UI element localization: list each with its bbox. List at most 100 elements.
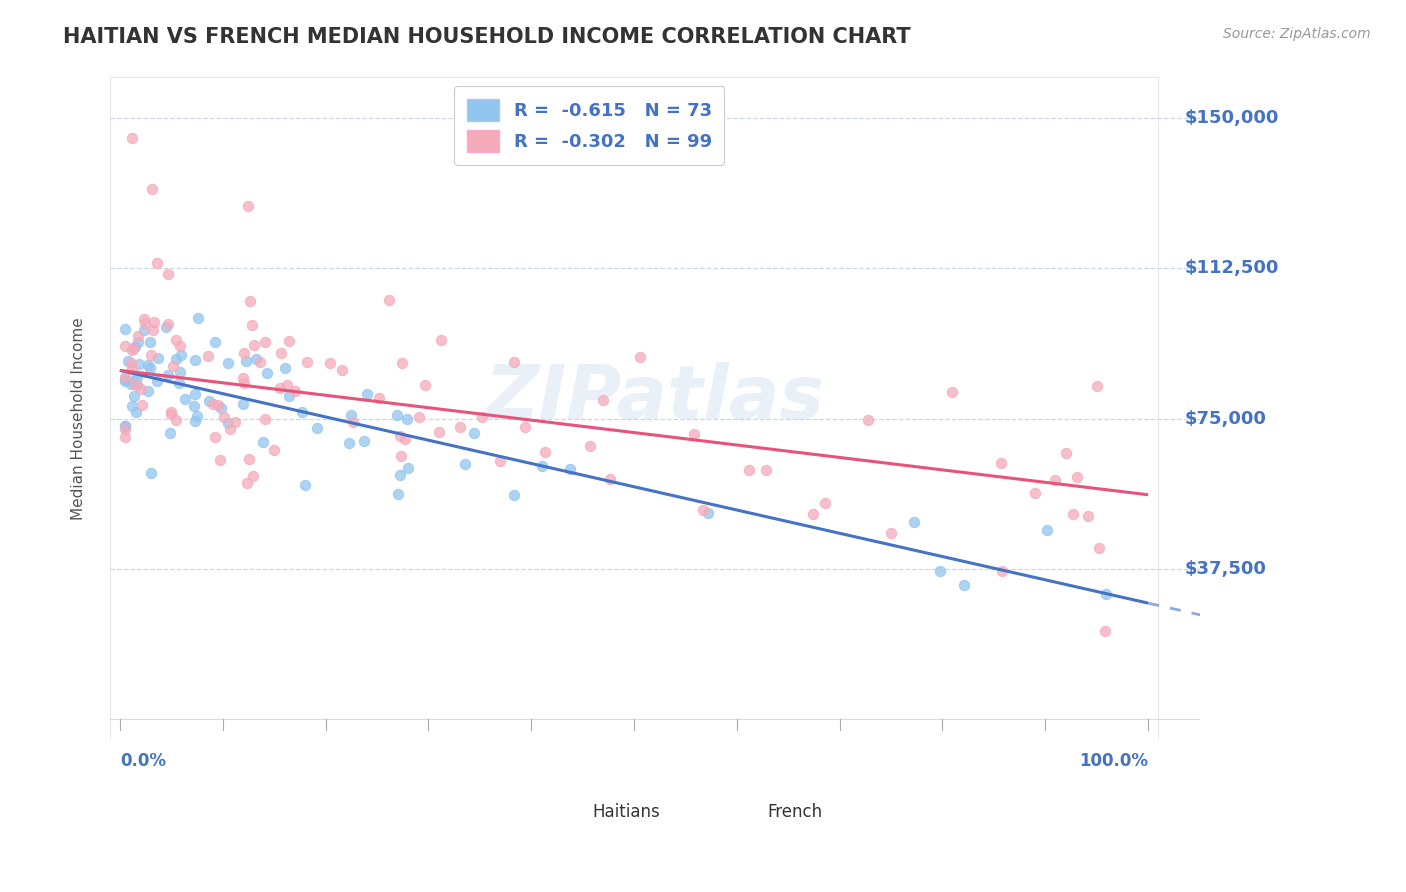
Point bbox=[378, 293, 401, 307]
Point bbox=[114, 369, 136, 384]
Point bbox=[138, 334, 160, 349]
Point bbox=[599, 472, 621, 486]
Point bbox=[235, 354, 257, 368]
Point bbox=[515, 419, 537, 434]
Point bbox=[122, 374, 145, 388]
Text: $37,500: $37,500 bbox=[1184, 560, 1265, 578]
Point bbox=[207, 398, 229, 412]
Point bbox=[278, 389, 301, 403]
Point bbox=[232, 371, 254, 385]
Point bbox=[136, 384, 159, 399]
Point bbox=[291, 405, 314, 419]
Point bbox=[429, 333, 451, 347]
Point bbox=[134, 316, 156, 330]
Point bbox=[122, 341, 145, 355]
Point bbox=[253, 334, 276, 349]
Point bbox=[389, 449, 412, 463]
Point bbox=[1088, 541, 1111, 556]
Point bbox=[385, 408, 408, 422]
Point bbox=[276, 378, 298, 392]
Point bbox=[201, 397, 224, 411]
Point bbox=[1024, 486, 1046, 500]
Point bbox=[127, 329, 149, 343]
Point bbox=[396, 412, 419, 426]
Point bbox=[235, 476, 257, 491]
Point bbox=[169, 339, 191, 353]
Point bbox=[454, 457, 477, 471]
Point bbox=[127, 334, 149, 349]
Point bbox=[141, 182, 163, 196]
Point bbox=[929, 564, 952, 578]
Point bbox=[232, 376, 254, 390]
Point bbox=[238, 452, 260, 467]
Point bbox=[990, 456, 1012, 470]
Text: $75,000: $75,000 bbox=[1184, 409, 1265, 427]
Point bbox=[856, 413, 879, 427]
Point bbox=[339, 408, 361, 422]
Point bbox=[114, 374, 136, 388]
Text: $150,000: $150,000 bbox=[1184, 109, 1278, 127]
Point bbox=[389, 428, 412, 442]
Point bbox=[114, 372, 136, 386]
Point bbox=[156, 317, 179, 331]
Point bbox=[121, 361, 143, 376]
Point bbox=[560, 461, 582, 475]
Point bbox=[683, 426, 706, 441]
Point bbox=[278, 334, 301, 348]
Point bbox=[269, 380, 291, 394]
Point bbox=[502, 488, 524, 502]
Point bbox=[502, 355, 524, 369]
Point bbox=[367, 391, 389, 405]
Point bbox=[156, 368, 179, 382]
Point bbox=[132, 311, 155, 326]
Text: Haitians: Haitians bbox=[593, 803, 661, 821]
Point bbox=[408, 409, 430, 424]
Point bbox=[755, 463, 778, 477]
Point bbox=[274, 361, 297, 376]
Point bbox=[1066, 469, 1088, 483]
Point bbox=[389, 468, 412, 483]
Point bbox=[114, 418, 136, 433]
Point bbox=[337, 436, 360, 450]
Point bbox=[270, 345, 292, 359]
Point bbox=[953, 578, 976, 592]
Point bbox=[169, 365, 191, 379]
Point bbox=[245, 352, 267, 367]
Point bbox=[120, 356, 142, 370]
Point bbox=[463, 426, 485, 441]
Point bbox=[240, 318, 263, 333]
Point bbox=[184, 387, 207, 401]
Point bbox=[160, 407, 183, 421]
Point bbox=[991, 564, 1014, 578]
Point bbox=[139, 467, 162, 481]
Point bbox=[124, 340, 146, 354]
Legend: R =  -0.615   N = 73, R =  -0.302   N = 99: R = -0.615 N = 73, R = -0.302 N = 99 bbox=[454, 87, 724, 165]
Point bbox=[197, 349, 219, 363]
Point bbox=[353, 434, 375, 449]
Point bbox=[204, 335, 226, 350]
Point bbox=[131, 382, 153, 396]
Point bbox=[284, 384, 307, 398]
Point bbox=[114, 322, 136, 336]
Point bbox=[142, 323, 165, 337]
Point bbox=[117, 354, 139, 368]
Point bbox=[1054, 446, 1077, 460]
Point bbox=[263, 442, 285, 457]
Point bbox=[204, 430, 226, 444]
Point bbox=[294, 478, 316, 492]
Point bbox=[579, 439, 602, 453]
Point bbox=[131, 398, 153, 412]
Point bbox=[146, 374, 169, 388]
Point bbox=[120, 376, 142, 391]
Text: French: French bbox=[768, 803, 823, 821]
Point bbox=[332, 363, 354, 377]
Point bbox=[738, 463, 761, 477]
Point bbox=[256, 367, 278, 381]
Point bbox=[125, 404, 148, 418]
Point bbox=[941, 385, 963, 400]
Point bbox=[224, 416, 246, 430]
Point bbox=[122, 389, 145, 403]
Point bbox=[167, 376, 190, 391]
Point bbox=[243, 338, 266, 352]
Text: HAITIAN VS FRENCH MEDIAN HOUSEHOLD INCOME CORRELATION CHART: HAITIAN VS FRENCH MEDIAN HOUSEHOLD INCOM… bbox=[63, 27, 911, 46]
